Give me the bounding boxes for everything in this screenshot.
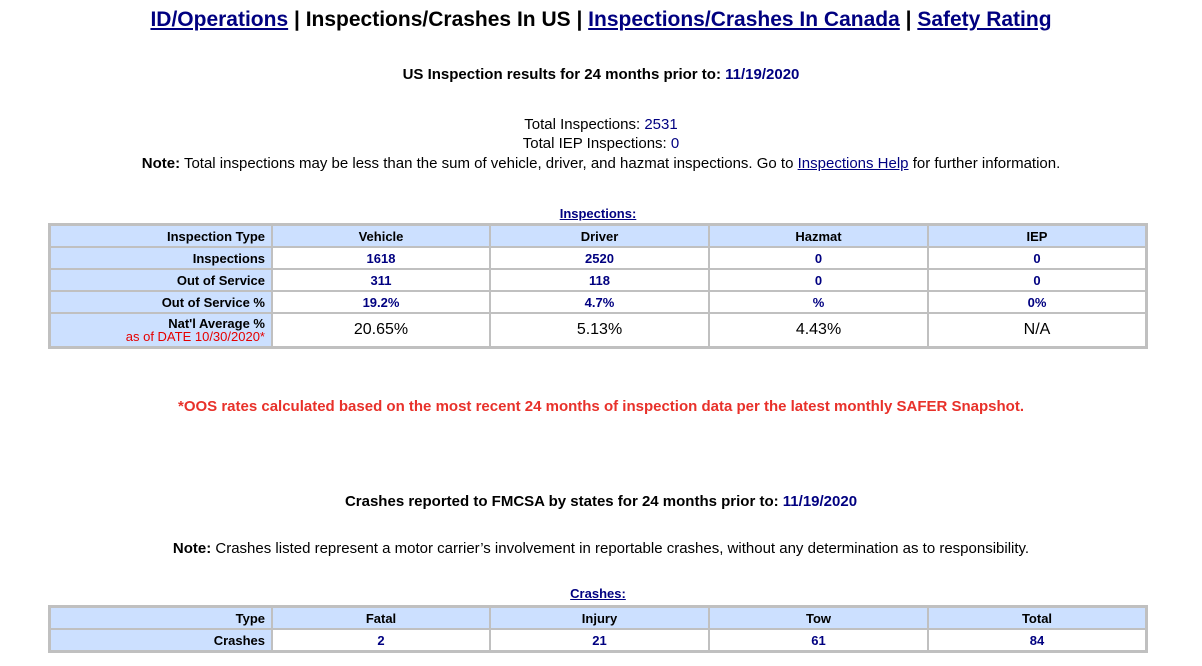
cell-driver-oos: 118 [490,269,709,291]
cell-driver-national-average: 5.13% [490,313,709,347]
cell-total-crashes: 84 [928,629,1146,651]
total-iep-inspections: Total IEP Inspections: 0 [0,135,1202,153]
nav-separator: | [570,8,589,31]
crashes-table-caption: Crashes: [48,586,1148,601]
inspections-note: Note: Total inspections may be less than… [0,155,1202,172]
header-total: Total [928,607,1146,629]
inspections-table: Inspection Type Vehicle Driver Hazmat IE… [48,223,1148,349]
cell-driver-oos-percent: 4.7% [490,291,709,313]
table-row: Out of Service % 19.2% 4.7% % 0% [50,291,1146,313]
header-vehicle: Vehicle [272,225,490,247]
cell-tow-crashes: 61 [709,629,928,651]
inspections-caption-link[interactable]: Inspections: [559,206,637,221]
cell-vehicle-oos-percent: 19.2% [272,291,490,313]
table-header-row: Inspection Type Vehicle Driver Hazmat IE… [50,225,1146,247]
row-label-oos-percent: Out of Service % [50,291,272,313]
cell-hazmat-oos: 0 [709,269,928,291]
total-inspections-value: 2531 [644,116,678,133]
note-text: Total inspections may be less than the s… [180,155,798,172]
table-row: Out of Service 311 118 0 0 [50,269,1146,291]
crashes-table: Type Fatal Injury Tow Total Crashes 2 21… [48,605,1148,653]
inspection-heading-label: US Inspection results for 24 months prio… [402,66,726,83]
cell-iep-national-average: N/A [928,313,1146,347]
header-inspection-type: Inspection Type [50,225,272,247]
inspections-help-link[interactable]: Inspections Help [797,155,909,172]
header-tow: Tow [709,607,928,629]
note-label: Note: [141,155,181,172]
inspections-table-caption: Inspections: [48,206,1148,221]
inspection-heading-date: 11/19/2020 [725,66,800,83]
crashes-heading: Crashes reported to FMCSA by states for … [0,493,1202,510]
nav-separator: | [288,8,306,31]
total-inspections: Total Inspections: 2531 [0,116,1202,134]
table-row: Crashes 2 21 61 84 [50,629,1146,651]
header-iep: IEP [928,225,1146,247]
table-row: Nat'l Average % as of DATE 10/30/2020* 2… [50,313,1146,347]
header-driver: Driver [490,225,709,247]
top-nav: ID/Operations | Inspections/Crashes In U… [0,6,1202,34]
cell-fatal-crashes: 2 [272,629,490,651]
cell-iep-inspections: 0 [928,247,1146,269]
row-label-inspections: Inspections [50,247,272,269]
table-header-row: Type Fatal Injury Tow Total [50,607,1146,629]
crashes-caption-link[interactable]: Crashes: [570,586,626,601]
total-iep-label: Total IEP Inspections: [522,135,671,152]
national-average-date: as of DATE 10/30/2020* [125,329,265,344]
crashes-note: Note: Crashes listed represent a motor c… [0,540,1202,557]
cell-iep-oos: 0 [928,269,1146,291]
header-hazmat: Hazmat [709,225,928,247]
note-text-after: for further information. [908,155,1061,172]
nav-link-id-operations[interactable]: ID/Operations [150,8,289,31]
oos-rates-footnote: *OOS rates calculated based on the most … [177,398,1024,415]
row-label-crashes: Crashes [50,629,272,651]
row-label-national-average: Nat'l Average % as of DATE 10/30/2020* [50,313,272,347]
nav-separator: | [899,8,918,31]
total-inspections-label: Total Inspections: [524,116,645,133]
crashes-heading-date: 11/19/2020 [782,493,858,510]
cell-hazmat-national-average: 4.43% [709,313,928,347]
cell-iep-oos-percent: 0% [928,291,1146,313]
header-injury: Injury [490,607,709,629]
crashes-heading-label: Crashes reported to FMCSA by states for … [344,493,783,510]
row-label-out-of-service: Out of Service [50,269,272,291]
crash-note-label: Note: [172,540,212,557]
cell-vehicle-inspections: 1618 [272,247,490,269]
cell-hazmat-oos-percent: % [709,291,928,313]
table-row: Inspections 1618 2520 0 0 [50,247,1146,269]
cell-hazmat-inspections: 0 [709,247,928,269]
inspection-results-heading: US Inspection results for 24 months prio… [0,66,1202,83]
total-iep-value: 0 [670,135,680,152]
cell-vehicle-national-average: 20.65% [272,313,490,347]
crash-note-text: Crashes listed represent a motor carrier… [211,540,1030,557]
nav-link-safety-rating[interactable]: Safety Rating [917,8,1052,31]
nav-link-inspections-canada[interactable]: Inspections/Crashes In Canada [588,8,900,31]
cell-injury-crashes: 21 [490,629,709,651]
header-type: Type [50,607,272,629]
national-average-label: Nat'l Average % [168,316,265,331]
cell-driver-inspections: 2520 [490,247,709,269]
header-fatal: Fatal [272,607,490,629]
cell-vehicle-oos: 311 [272,269,490,291]
nav-current-inspections-us: Inspections/Crashes In US [305,8,571,31]
